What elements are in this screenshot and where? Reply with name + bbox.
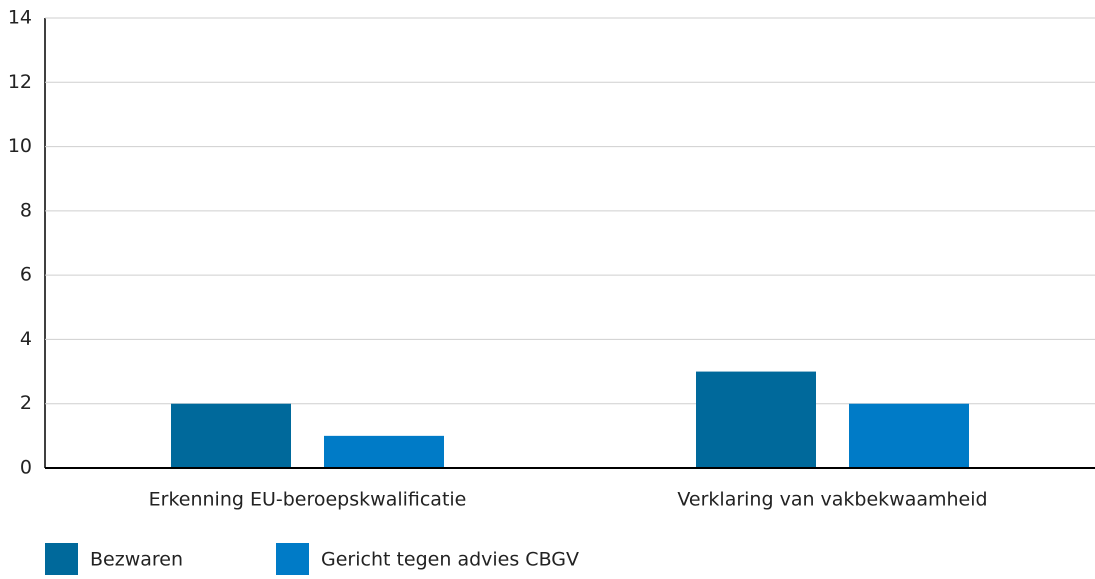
y-tick-label: 4 (20, 328, 32, 350)
y-tick-label: 14 (8, 7, 32, 29)
y-tick-label: 12 (8, 71, 32, 93)
bar (696, 371, 816, 468)
x-tick-label: Verklaring van vakbekwaamheid (677, 489, 987, 511)
bar (324, 435, 444, 468)
y-tick-label: 8 (20, 199, 32, 221)
legend-label: Bezwaren (90, 549, 183, 571)
bar (849, 403, 969, 468)
x-tick-label: Erkenning EU-beroepskwalificatie (149, 489, 467, 511)
y-tick-label: 0 (20, 457, 32, 479)
legend-swatch (45, 543, 78, 576)
y-tick-label: 2 (20, 392, 32, 414)
y-tick-label: 10 (8, 135, 32, 157)
y-tick-label: 6 (20, 264, 32, 286)
legend-label: Gericht tegen advies CBGV (321, 549, 579, 571)
bar (171, 403, 291, 468)
legend-swatch (276, 543, 309, 576)
